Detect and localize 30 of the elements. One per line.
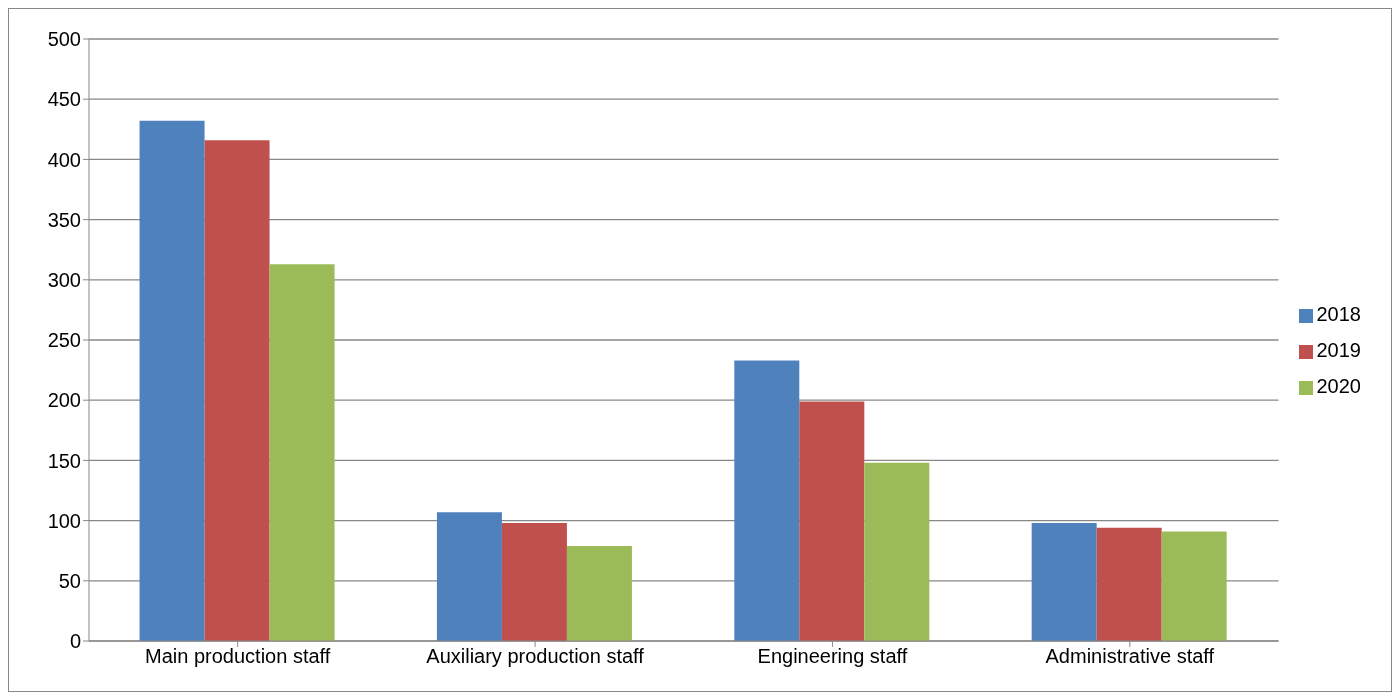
bar xyxy=(1031,523,1097,641)
bar xyxy=(1096,527,1162,641)
bar xyxy=(501,523,567,641)
bar xyxy=(139,120,205,641)
bar xyxy=(204,140,270,641)
y-tick-label: 0 xyxy=(69,630,81,653)
y-tick-label: 350 xyxy=(47,208,81,231)
y-tick-label: 450 xyxy=(47,88,81,111)
bar xyxy=(734,360,800,641)
y-tick-label: 500 xyxy=(47,28,81,51)
y-tick-label: 400 xyxy=(47,148,81,171)
x-tick-label: Auxiliary production staff xyxy=(426,645,645,668)
bar xyxy=(1161,531,1227,641)
y-tick-label: 200 xyxy=(47,389,81,412)
bar xyxy=(269,264,335,641)
y-tick-label: 50 xyxy=(58,569,81,592)
y-tick-label: 150 xyxy=(47,449,81,472)
y-tick-label: 300 xyxy=(47,268,81,291)
x-tick-label: Main production staff xyxy=(145,645,331,668)
bar xyxy=(864,462,930,641)
bar xyxy=(436,512,502,641)
y-tick-label: 250 xyxy=(47,329,81,352)
x-tick-label: Administrative staff xyxy=(1045,645,1215,668)
legend-label: 2020 xyxy=(1316,375,1361,397)
bar xyxy=(799,401,865,641)
x-tick-label: Engineering staff xyxy=(757,645,908,668)
legend-label: 2019 xyxy=(1316,339,1361,361)
y-tick-label: 100 xyxy=(47,509,81,532)
legend-label: 2018 xyxy=(1316,303,1361,325)
bar xyxy=(566,545,632,641)
